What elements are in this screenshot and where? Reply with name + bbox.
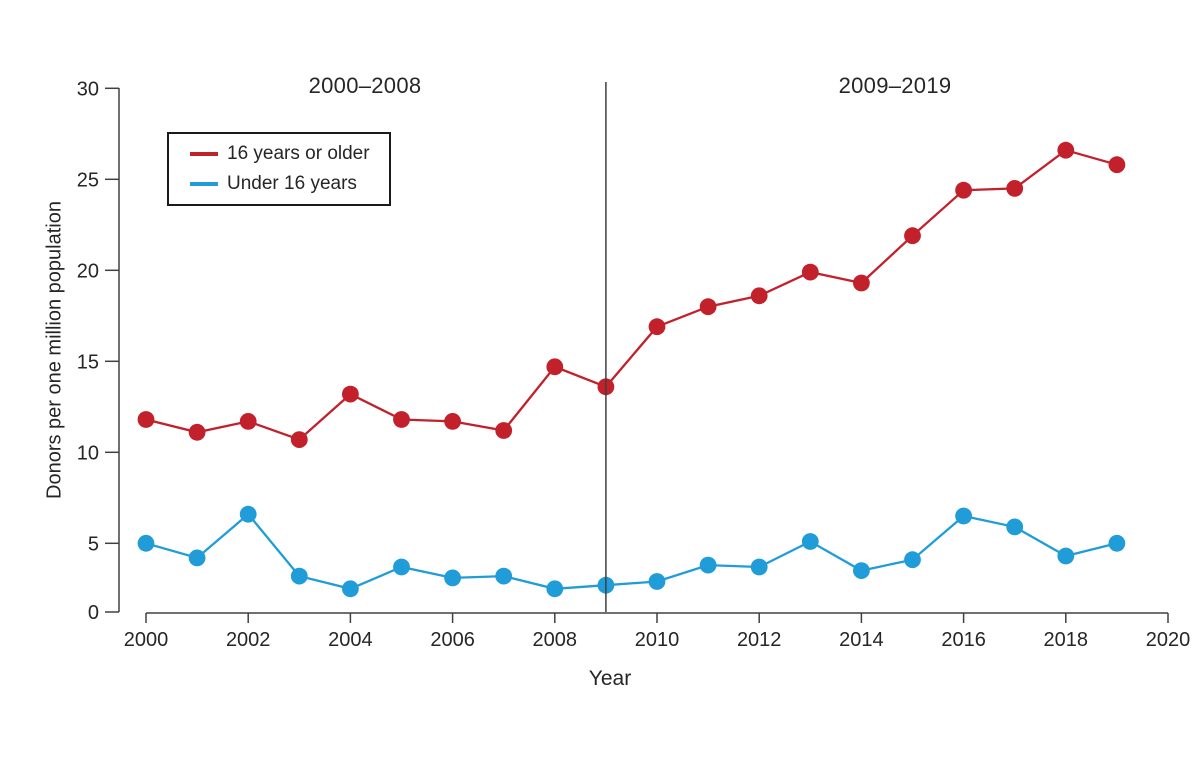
- data-point-2000: [137, 411, 155, 428]
- x-tick-label: 2004: [328, 629, 373, 651]
- y-tick-label: 20: [77, 260, 99, 282]
- period-label-2009-2019: 2009–2019: [838, 73, 952, 98]
- series-under-16-years: [137, 505, 1126, 598]
- data-point-2002: [239, 413, 257, 430]
- data-point-2014: [853, 274, 870, 292]
- legend-swatch-red-line: [190, 152, 218, 156]
- data-point-2016: [955, 181, 972, 199]
- data-point-2006: [444, 413, 461, 430]
- data-point-2003: [290, 431, 308, 448]
- data-point-2003: [290, 567, 308, 585]
- x-tick-label: 2020: [1146, 629, 1191, 651]
- x-axis-title: Year: [588, 667, 632, 690]
- data-point-2015: [904, 227, 921, 245]
- data-point-2013: [801, 263, 819, 281]
- legend-label-under-16-years: Under 16 years: [227, 173, 357, 194]
- period-label-2000-2008: 2000–2008: [308, 73, 422, 98]
- data-point-2015: [904, 551, 921, 569]
- y-tick-label: 25: [77, 169, 99, 191]
- data-point-2000: [137, 534, 155, 552]
- x-tick-label: 2012: [737, 629, 782, 651]
- data-point-2019: [1108, 156, 1126, 174]
- data-point-2014: [853, 562, 870, 579]
- x-tick-label: 2010: [635, 629, 680, 651]
- x-tick-label: 2002: [226, 629, 271, 651]
- data-point-2018: [1057, 547, 1075, 565]
- data-point-2019: [1108, 534, 1126, 552]
- legend-item-16-years-or-older: 16 years or older: [190, 143, 389, 165]
- series-line: [145, 148, 1118, 441]
- y-tick-label: 5: [88, 533, 99, 555]
- data-point-2005: [393, 558, 410, 576]
- data-point-2011: [699, 556, 717, 574]
- legend-item-under-16-years: Under 16 years: [190, 173, 389, 195]
- y-tick-label: 0: [88, 602, 99, 624]
- data-point-2017: [1006, 180, 1024, 197]
- x-tick-label: 2008: [533, 629, 578, 651]
- y-tick-label: 30: [77, 78, 99, 100]
- data-point-2017: [1006, 518, 1024, 536]
- series-line: [145, 512, 1118, 591]
- series-16-years-or-older: [137, 141, 1126, 448]
- data-point-2006: [444, 569, 461, 587]
- y-tick-label: 10: [77, 442, 99, 464]
- data-point-2004: [342, 580, 359, 598]
- x-tick-label: 2000: [124, 629, 169, 651]
- data-point-2008: [546, 358, 564, 376]
- data-point-2016: [955, 507, 972, 525]
- data-point-2001: [188, 423, 206, 441]
- data-point-2002: [239, 505, 257, 523]
- y-tick-label: 15: [77, 351, 99, 373]
- axes: 0 5 10 15 20 25 30 2000 2002 2004 2006 2008 2010 2012…: [77, 78, 1191, 651]
- legend-label-16-years-or-older: 16 years or older: [227, 143, 370, 164]
- data-point-2008: [546, 580, 564, 598]
- data-point-2013: [801, 533, 819, 550]
- data-point-2010: [648, 573, 666, 590]
- y-axis-title: Donors per one million population: [43, 201, 66, 499]
- data-point-2007: [495, 567, 513, 585]
- data-point-2018: [1057, 141, 1075, 159]
- data-point-2001: [188, 549, 206, 567]
- x-tick-label: 2016: [941, 629, 986, 651]
- data-point-2012: [750, 558, 768, 576]
- data-point-2010: [648, 318, 666, 336]
- data-point-2007: [495, 422, 513, 439]
- x-tick-label: 2014: [839, 629, 884, 651]
- data-point-2012: [750, 287, 768, 305]
- data-point-2004: [342, 385, 359, 403]
- x-tick-label: 2018: [1044, 629, 1089, 651]
- legend: 16 years or older Under 16 years: [167, 132, 391, 206]
- data-point-2011: [699, 298, 717, 316]
- x-tick-label: 2006: [430, 629, 475, 651]
- data-point-2005: [393, 411, 410, 428]
- legend-swatch-blue-line: [190, 182, 218, 186]
